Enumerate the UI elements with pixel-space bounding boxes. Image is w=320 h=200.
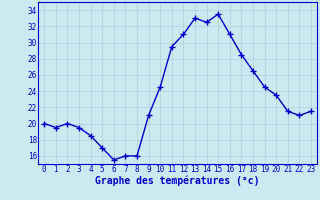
X-axis label: Graphe des températures (°c): Graphe des températures (°c): [95, 176, 260, 186]
